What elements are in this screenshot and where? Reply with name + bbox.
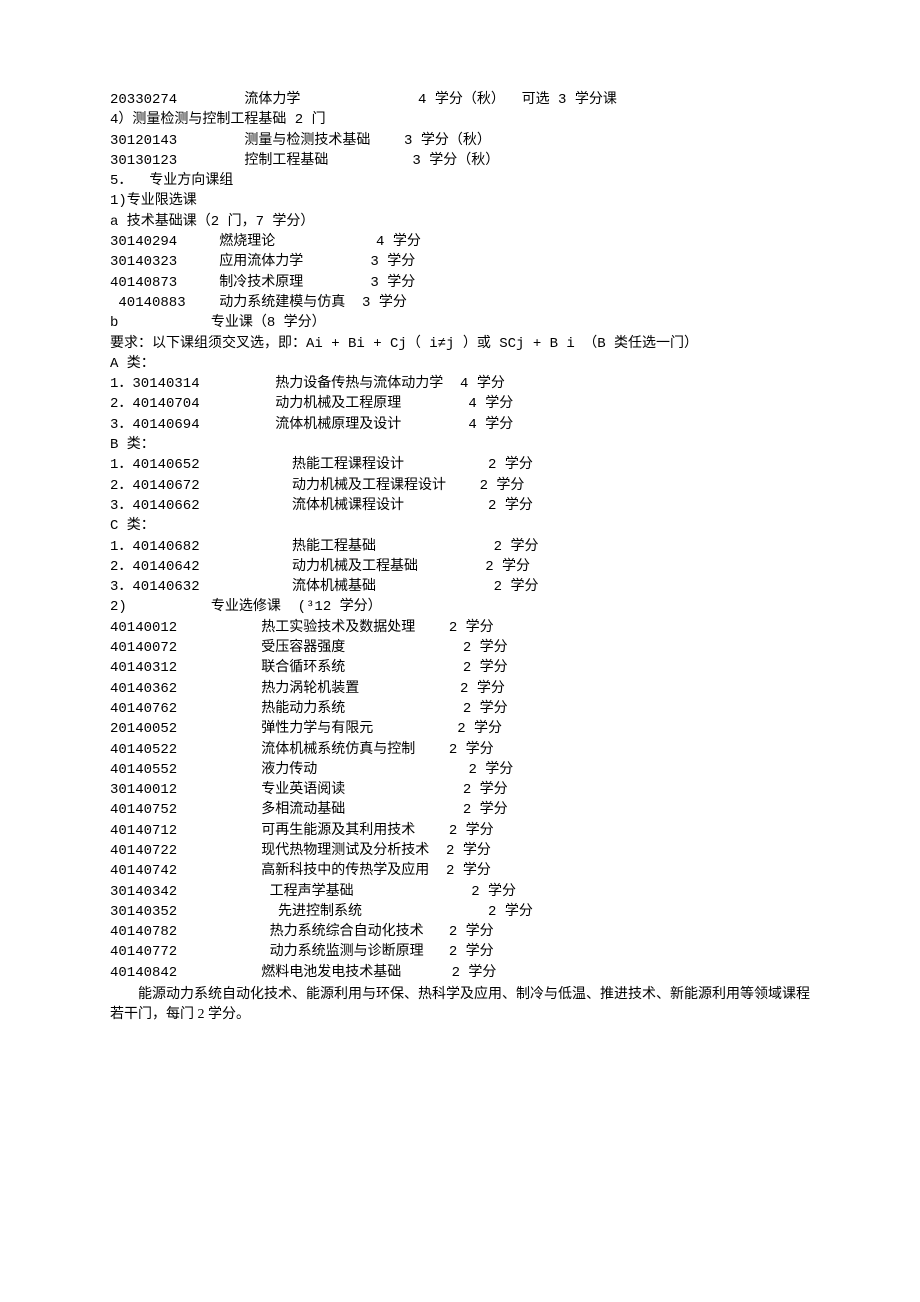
text-line: 40140762 热能动力系统 2 学分: [110, 699, 810, 719]
text-line: 40140873 制冷技术原理 3 学分: [110, 273, 810, 293]
text-line: 2) 专业选修课 (³12 学分）: [110, 597, 810, 617]
text-line: 2．40140704 动力机械及工程原理 4 学分: [110, 394, 810, 414]
text-line: 3．40140632 流体机械基础 2 学分: [110, 577, 810, 597]
text-line: 40140312 联合循环系统 2 学分: [110, 658, 810, 678]
text-line: 1．30140314 热力设备传热与流体动力学 4 学分: [110, 374, 810, 394]
text-line: 40140772 动力系统监测与诊断原理 2 学分: [110, 942, 810, 962]
text-line: 1．40140652 热能工程课程设计 2 学分: [110, 455, 810, 475]
text-line: 30140342 工程声学基础 2 学分: [110, 882, 810, 902]
text-line: 40140842 燃料电池发电技术基础 2 学分: [110, 963, 810, 983]
text-line: 3．40140662 流体机械课程设计 2 学分: [110, 496, 810, 516]
text-line: A 类：: [110, 354, 810, 374]
text-line: 20330274 流体力学 4 学分（秋） 可选 3 学分课: [110, 90, 810, 110]
text-line: 40140552 液力传动 2 学分: [110, 760, 810, 780]
text-line: 40140782 热力系统综合自动化技术 2 学分: [110, 922, 810, 942]
text-line: 30140012 专业英语阅读 2 学分: [110, 780, 810, 800]
text-line: 40140742 高新科技中的传热学及应用 2 学分: [110, 861, 810, 881]
text-line: 2．40140672 动力机械及工程课程设计 2 学分: [110, 476, 810, 496]
text-line: 30120143 测量与检测技术基础 3 学分（秋）: [110, 131, 810, 151]
text-line: 40140362 热力涡轮机装置 2 学分: [110, 679, 810, 699]
text-line: B 类：: [110, 435, 810, 455]
text-line: 30140352 先进控制系统 2 学分: [110, 902, 810, 922]
text-line: 40140722 现代热物理测试及分析技术 2 学分: [110, 841, 810, 861]
text-line: 要求：以下课组须交叉选，即：Ai + Bi + Cj（ i≠j ）或 SCj +…: [110, 334, 810, 354]
text-line: b 专业课（8 学分）: [110, 313, 810, 333]
text-line: a 技术基础课（2 门，7 学分）: [110, 212, 810, 232]
text-line: 30140294 燃烧理论 4 学分: [110, 232, 810, 252]
text-line: 5． 专业方向课组: [110, 171, 810, 191]
text-line: 2．40140642 动力机械及工程基础 2 学分: [110, 557, 810, 577]
text-line: 40140522 流体机械系统仿真与控制 2 学分: [110, 740, 810, 760]
text-line: 40140883 动力系统建模与仿真 3 学分: [110, 293, 810, 313]
text-line: 40140072 受压容器强度 2 学分: [110, 638, 810, 658]
text-line: 40140012 热工实验技术及数据处理 2 学分: [110, 618, 810, 638]
text-line: 40140712 可再生能源及其利用技术 2 学分: [110, 821, 810, 841]
text-line: C 类：: [110, 516, 810, 536]
text-line: 40140752 多相流动基础 2 学分: [110, 800, 810, 820]
text-line: 30140323 应用流体力学 3 学分: [110, 252, 810, 272]
text-line: 20140052 弹性力学与有限元 2 学分: [110, 719, 810, 739]
text-line: 4）测量检测与控制工程基础 2 门: [110, 110, 810, 130]
text-line: 3．40140694 流体机械原理及设计 4 学分: [110, 415, 810, 435]
paragraph-text: 能源动力系统自动化技术、能源利用与环保、热科学及应用、制冷与低温、推进技术、新能…: [110, 985, 810, 1026]
text-line: 1．40140682 热能工程基础 2 学分: [110, 537, 810, 557]
document-content: 20330274 流体力学 4 学分（秋） 可选 3 学分课4）测量检测与控制工…: [110, 90, 810, 1026]
text-line: 1)专业限选课: [110, 191, 810, 211]
text-line: 30130123 控制工程基础 3 学分（秋）: [110, 151, 810, 171]
